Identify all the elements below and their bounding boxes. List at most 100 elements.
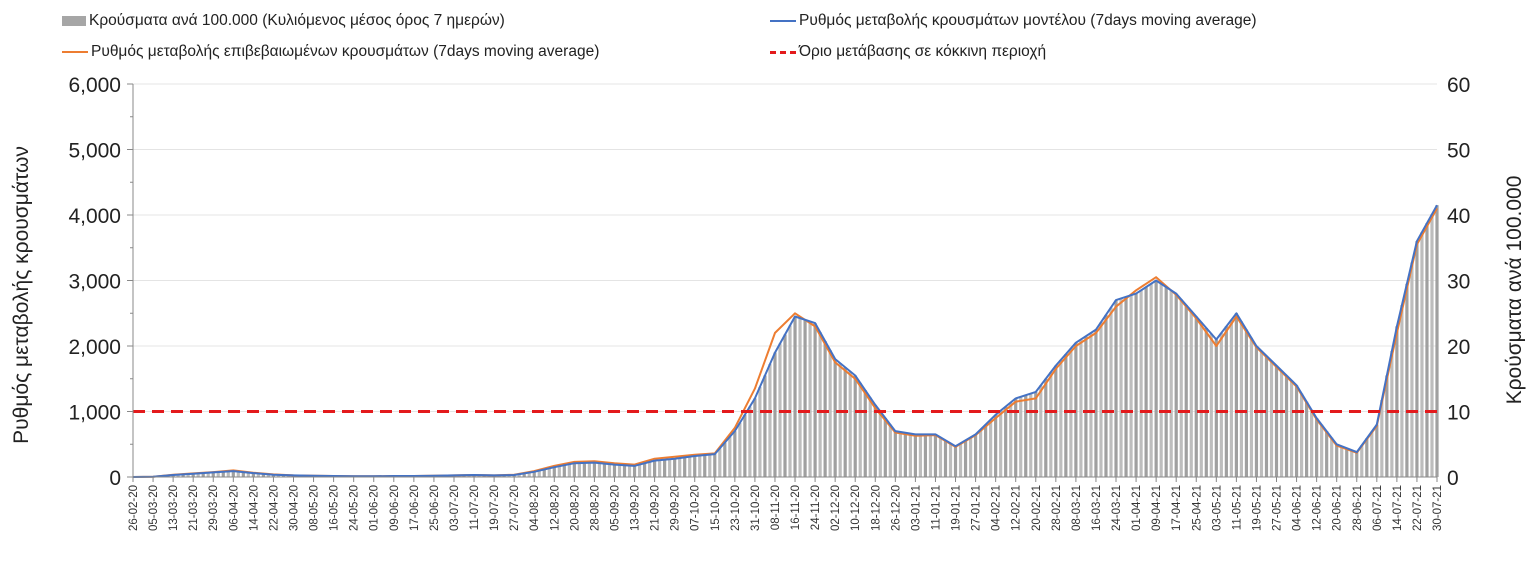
bar xyxy=(542,469,546,477)
bar xyxy=(1194,316,1198,477)
bar xyxy=(231,471,235,477)
bar xyxy=(1360,445,1364,477)
bar xyxy=(658,460,662,477)
bar xyxy=(256,473,260,477)
x-tick-label: 08-03-21 xyxy=(1071,485,1083,531)
bar xyxy=(1335,444,1339,477)
bar xyxy=(1229,319,1233,477)
bar xyxy=(1435,205,1439,478)
line-blue xyxy=(132,204,1438,478)
bar xyxy=(176,474,180,477)
x-tick-label: 31-10-20 xyxy=(750,485,762,531)
bar xyxy=(768,364,772,477)
bar xyxy=(211,472,215,477)
bar xyxy=(181,474,185,477)
bar xyxy=(973,434,978,477)
bar xyxy=(1124,296,1128,477)
x-tick-label: 27-07-20 xyxy=(509,485,521,531)
bar xyxy=(1159,283,1163,477)
bar xyxy=(653,460,657,477)
x-tick-label: 27-01-21 xyxy=(971,485,983,531)
x-tick-label: 06-04-20 xyxy=(228,485,240,531)
y-tick-right: 30 xyxy=(1447,271,1470,294)
bar xyxy=(562,465,566,477)
x-tick-label: 29-03-20 xyxy=(208,485,220,531)
bar xyxy=(948,443,953,477)
bar xyxy=(1114,300,1118,477)
x-tick-label: 17-04-21 xyxy=(1171,485,1183,531)
x-tick-label: 26-02-20 xyxy=(128,485,140,531)
x-tick-label: 30-04-20 xyxy=(288,485,300,531)
x-tick-label: 04-02-21 xyxy=(991,485,1003,531)
bar xyxy=(1345,448,1349,477)
x-tick-label: 20-08-20 xyxy=(569,485,581,531)
x-tick-label: 21-09-20 xyxy=(650,485,662,531)
bar xyxy=(1144,287,1148,477)
x-tick-label: 19-07-20 xyxy=(489,485,501,531)
y-tick-right: 60 xyxy=(1447,74,1470,97)
x-tick-label: 19-01-21 xyxy=(951,485,963,531)
bar xyxy=(663,459,667,477)
bar xyxy=(201,473,205,477)
bar xyxy=(1174,293,1178,477)
x-tick-label: 13-09-20 xyxy=(630,485,642,531)
bar xyxy=(923,434,928,477)
x-tick-label: 26-12-20 xyxy=(890,485,902,531)
bar xyxy=(878,411,882,477)
bar xyxy=(647,461,652,477)
y-tick-left: 3,000 xyxy=(68,271,121,294)
bar xyxy=(637,464,642,477)
bar xyxy=(236,471,240,477)
y-tick-right: 20 xyxy=(1447,336,1470,359)
bar xyxy=(908,433,912,477)
bar xyxy=(833,359,837,477)
rate-lines xyxy=(132,204,1438,478)
bar xyxy=(903,432,907,477)
x-tick-label: 30-07-21 xyxy=(1432,485,1444,531)
x-tick-label: 12-02-21 xyxy=(1011,485,1023,531)
x-tick-label: 14-04-20 xyxy=(248,485,260,531)
bar xyxy=(226,471,230,477)
bar xyxy=(1184,305,1188,477)
bar xyxy=(688,456,692,477)
bar xyxy=(567,464,571,477)
x-tick-label: 15-10-20 xyxy=(710,485,722,531)
bar xyxy=(798,318,802,477)
y-tick-right: 0 xyxy=(1447,467,1459,490)
bar xyxy=(186,474,190,477)
bar xyxy=(763,375,767,477)
bar xyxy=(953,446,958,477)
bar xyxy=(1169,290,1173,477)
bar xyxy=(572,463,576,477)
bar xyxy=(527,472,531,477)
bar xyxy=(216,472,220,477)
bar xyxy=(1385,375,1389,477)
bar xyxy=(1264,355,1269,477)
x-tick-label: 11-05-21 xyxy=(1231,485,1243,530)
x-tick-label: 29-09-20 xyxy=(670,485,682,531)
bar xyxy=(693,456,697,477)
y-axis-label-left: Ρυθμός μεταβολής κρουσμάτων xyxy=(10,146,33,444)
y-tick-right: 50 xyxy=(1447,140,1470,163)
bar xyxy=(958,443,963,477)
bar xyxy=(728,436,732,477)
bar xyxy=(522,473,526,477)
bar xyxy=(823,341,827,477)
bar xyxy=(758,386,762,477)
bar xyxy=(627,465,632,477)
bar xyxy=(999,410,1003,477)
x-tick-label: 25-06-20 xyxy=(429,485,441,531)
bar xyxy=(1094,329,1098,477)
x-tick-label: 09-04-21 xyxy=(1151,485,1163,531)
bar xyxy=(1189,310,1193,477)
bar xyxy=(718,448,722,477)
bar xyxy=(1315,418,1319,477)
bar xyxy=(1074,342,1078,477)
bar xyxy=(612,464,617,477)
bar xyxy=(788,325,792,477)
bar xyxy=(221,471,225,477)
bar xyxy=(592,462,597,477)
bar xyxy=(1099,322,1103,477)
bar xyxy=(828,350,832,477)
x-tick-label: 05-09-20 xyxy=(609,485,621,531)
